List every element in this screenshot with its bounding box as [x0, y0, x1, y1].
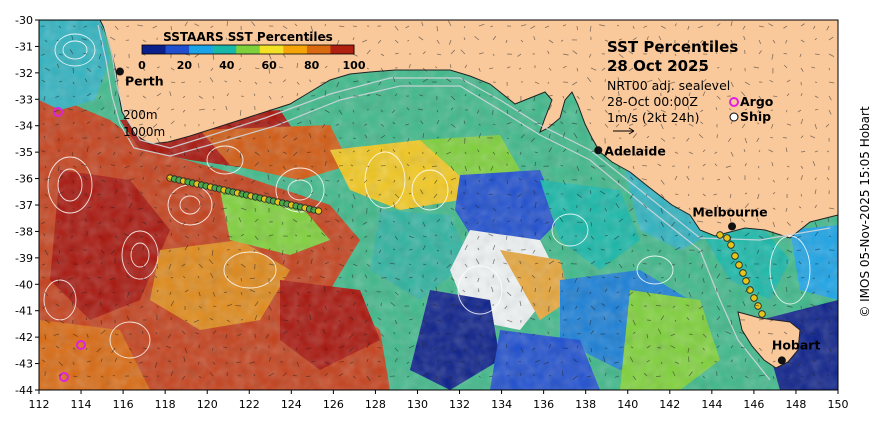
y-tick-label: -39 — [15, 252, 33, 265]
legend-tick-label: 80 — [304, 59, 320, 72]
argo-marker — [53, 107, 63, 117]
ship-marker — [742, 277, 750, 285]
legend-ticks: 0 20 40 60 80 100 — [138, 59, 366, 72]
city-label: Perth — [125, 74, 164, 89]
map-date: 28 Oct 2025 — [607, 57, 709, 75]
legend-swatch — [165, 45, 190, 54]
legend-tick-label: 20 — [177, 59, 193, 72]
argo-legend-label: Argo — [740, 94, 774, 109]
legend-tick-label: 100 — [343, 59, 366, 72]
y-tick-label: -42 — [15, 331, 33, 344]
ship-marker — [758, 310, 766, 318]
ship-marker — [727, 241, 735, 249]
x-tick-label: 114 — [71, 398, 92, 411]
argo-marker — [76, 340, 86, 350]
x-tick-label: 118 — [155, 398, 176, 411]
ship-marker — [750, 294, 758, 302]
ship-marker — [735, 261, 743, 269]
x-axis: 112 114 116 118 120 122 124 126 128 130 132 134 136 1… — [29, 390, 849, 411]
map-area[interactable] — [39, 20, 838, 390]
argo-marker — [59, 372, 69, 382]
y-tick-label: -41 — [15, 305, 33, 318]
argo-legend-icon — [729, 97, 739, 107]
x-tick-label: 148 — [785, 398, 806, 411]
legend-swatch — [259, 45, 284, 54]
y-tick-label: -32 — [15, 67, 33, 80]
ship-legend-label: Ship — [740, 109, 771, 124]
legend-tick-label: 40 — [219, 59, 235, 72]
legend-swatch — [189, 45, 214, 54]
x-tick-label: 144 — [701, 398, 722, 411]
city-label: Melbourne — [692, 204, 767, 219]
city-label: Hobart — [772, 337, 821, 352]
legend-swatch — [283, 45, 308, 54]
x-tick-label: 136 — [533, 398, 554, 411]
city-dot — [728, 222, 737, 231]
sealevel-contours — [43, 33, 811, 359]
y-axis: -30 -31 -32 -33 -34 -35 -36 -37 -38 -39 -40 -41 -42 -… — [15, 14, 39, 397]
australia-land — [99, 20, 838, 239]
y-tick-label: -44 — [15, 384, 33, 397]
city-dot — [115, 67, 124, 76]
y-tick-label: -35 — [15, 146, 33, 159]
x-tick-label: 142 — [659, 398, 680, 411]
ship-marker — [731, 252, 739, 260]
x-tick-label: 146 — [743, 398, 764, 411]
argo-floats — [53, 107, 86, 382]
x-tick-label: 120 — [197, 398, 218, 411]
city-label: Adelaide — [604, 143, 666, 158]
map-subtitle: NRT00 adj. sealevel — [607, 78, 730, 93]
x-tick-label: 124 — [281, 398, 302, 411]
ship-marker — [739, 269, 747, 277]
legend-tick-label: 0 — [138, 59, 146, 72]
legend-swatch — [330, 45, 355, 54]
x-tick-label: 150 — [828, 398, 849, 411]
legend-swatch — [212, 45, 237, 54]
city-markers: Perth Adelaide Melbourne Hobart — [115, 67, 821, 365]
contour-200-label: 200m — [123, 108, 158, 122]
y-tick-label: -43 — [15, 358, 33, 371]
ship-track — [166, 174, 323, 215]
ship-marker — [723, 234, 731, 242]
ship-track-east — [716, 231, 766, 318]
x-tick-label: 132 — [449, 398, 470, 411]
map-time: 28-Oct 00:00Z — [607, 94, 698, 109]
y-tick-label: -33 — [15, 93, 33, 106]
y-tick-label: -34 — [15, 120, 33, 133]
legend-swatch — [306, 45, 331, 54]
x-tick-label: 122 — [239, 398, 260, 411]
legend: SSTAARS SST Percentiles 0 20 40 60 80 100 — [138, 30, 366, 72]
x-tick-label: 128 — [365, 398, 386, 411]
ship-marker — [716, 231, 724, 239]
current-vectors — [40, 20, 835, 382]
x-tick-label: 130 — [407, 398, 428, 411]
title-block: SST Percentiles 28 Oct 2025 NRT00 adj. s… — [607, 38, 774, 135]
y-tick-label: -31 — [15, 40, 33, 53]
copyright: © IMOS 05-Nov-2025 15:05 Hobart — [858, 106, 872, 318]
map-title: SST Percentiles — [607, 38, 738, 56]
x-tick-label: 116 — [113, 398, 134, 411]
contour-1000-label: 1000m — [123, 125, 165, 139]
legend-title: SSTAARS SST Percentiles — [163, 30, 333, 44]
legend-tick-label: 60 — [262, 59, 278, 72]
y-tick-label: -38 — [15, 225, 33, 238]
x-tick-label: 126 — [323, 398, 344, 411]
legend-swatch — [142, 45, 167, 54]
x-tick-label: 140 — [617, 398, 638, 411]
legend-colorbar — [141, 44, 355, 55]
ship-legend-icon — [729, 112, 739, 122]
y-tick-label: -40 — [15, 278, 33, 291]
x-tick-label: 138 — [575, 398, 596, 411]
x-tick-label: 134 — [491, 398, 512, 411]
ship-marker — [314, 207, 323, 215]
x-tick-label: 112 — [29, 398, 50, 411]
y-tick-label: -30 — [15, 14, 33, 27]
y-tick-label: -37 — [15, 199, 33, 212]
legend-swatch — [236, 45, 261, 54]
city-dot — [777, 356, 786, 365]
y-tick-label: -36 — [15, 173, 33, 186]
city-dot — [594, 146, 603, 155]
current-scale-label: 1m/s (2kt 24h) — [607, 110, 699, 125]
